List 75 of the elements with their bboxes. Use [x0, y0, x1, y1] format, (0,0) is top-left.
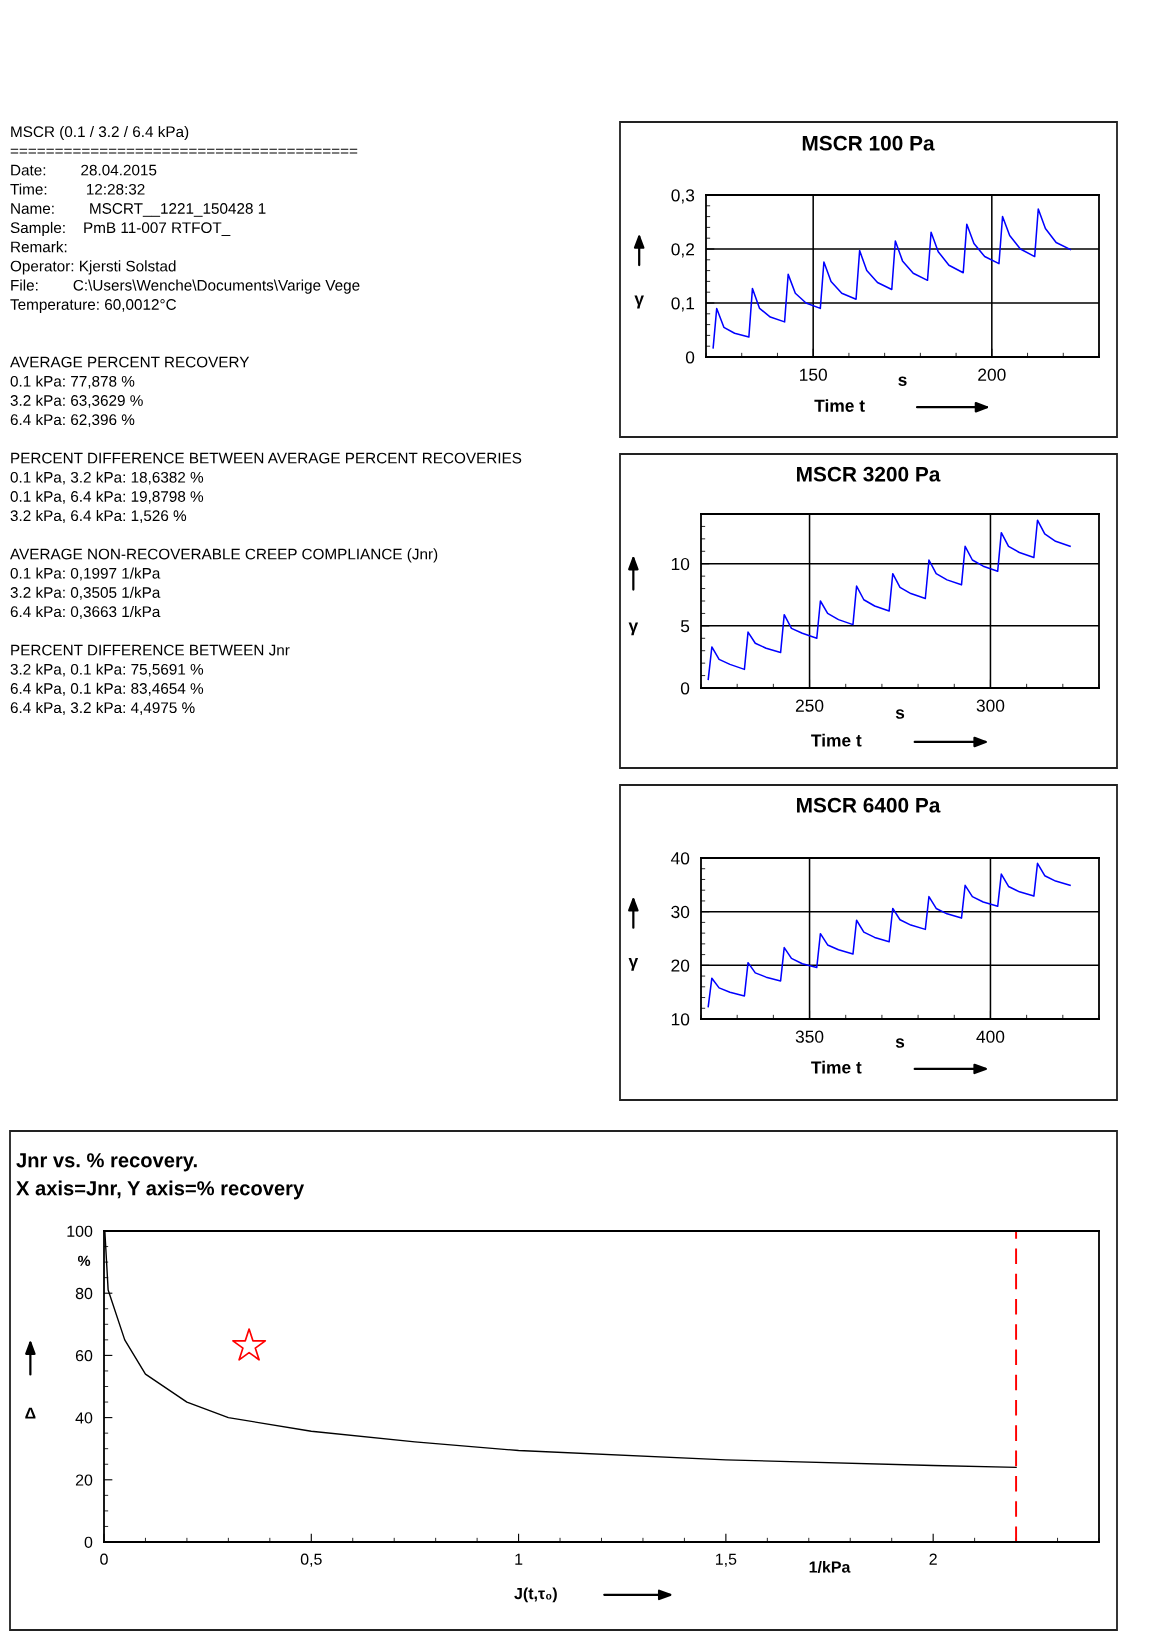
text: AVERAGE PERCENT RECOVERY: [10, 356, 250, 368]
chart-title: Jnr vs. % recovery.: [16, 1153, 197, 1172]
text: 0.1 kPa, 6.4 kPa: 19,8798 %: [10, 490, 204, 504]
text: AVERAGE NON-RECOVERABLE CREEP COMPLIANCE (Jnr): [10, 548, 438, 563]
chart-title: MSCR 3200 Pa: [797, 466, 941, 482]
y-tick-label: 10: [671, 557, 690, 571]
text: Sample: PmB 11-007 RTFOT_: [10, 221, 231, 237]
y-tick-label: 30: [671, 905, 690, 919]
x-tick-label: 350: [795, 1030, 824, 1043]
x-axis-title: Time t: [811, 1060, 862, 1074]
text: Name: MSCRT__1221_150428 1: [11, 203, 266, 217]
y-tick-label: 0: [84, 1536, 93, 1548]
text: 3.2 kPa, 0.1 kPa: 75,5691 %: [10, 663, 204, 677]
text: Date: 28.04.2015: [11, 164, 157, 176]
y-tick-label: 20: [75, 1474, 93, 1486]
text: 6.4 kPa: 62,396 %: [10, 413, 135, 427]
line-series: [707, 862, 1071, 1008]
text: s: [898, 376, 907, 386]
text: %: [77, 1255, 91, 1266]
text: File: C:\Users\Wenche\Documents\Varige Vege: [11, 279, 360, 294]
y-tick-label: 5: [680, 620, 690, 633]
y-tick-label: 20: [671, 959, 690, 972]
y-tick-label: 60: [75, 1350, 93, 1362]
y-tick-label: 80: [75, 1287, 93, 1300]
chart-title: MSCR 100 Pa: [802, 135, 935, 151]
text: Temperature: 60,0012°C: [10, 299, 177, 313]
x-axis-title: J(t,τ₀): [514, 1587, 557, 1603]
x-tick-label: 150: [800, 368, 827, 381]
x-tick-label: 250: [795, 699, 824, 712]
y-axis-title: γ: [628, 957, 639, 971]
y-tick-label: 0: [680, 682, 690, 695]
y-axis-title: γ: [628, 622, 639, 636]
text: 3.2 kPa: 0,3505 1/kPa: [10, 586, 161, 600]
text: Operator: Kjersti Solstad: [10, 260, 176, 275]
x-tick-label: 2: [929, 1553, 937, 1565]
text: Remark:: [11, 241, 67, 253]
x-tick-label: 1: [515, 1553, 523, 1565]
text: 0.1 kPa: 77,878 %: [10, 375, 135, 389]
y-axis-title: Δ: [25, 1407, 36, 1419]
x-tick-label: 0,5: [300, 1553, 322, 1567]
chart-subtitle: X axis=Jnr, Y axis=% recovery: [16, 1180, 305, 1200]
text: 3.2 kPa: 63,3629 %: [10, 394, 143, 408]
x-tick-label: 0: [100, 1553, 108, 1565]
text: 1/kPa: [809, 1560, 851, 1573]
text: 3.2 kPa, 6.4 kPa: 1,526 %: [10, 509, 187, 523]
x-tick-label: 300: [976, 699, 1005, 712]
text: 0.1 kPa: 0,1997 1/kPa: [10, 567, 161, 581]
text: PERCENT DIFFERENCE BETWEEN Jnr: [11, 644, 290, 656]
y-tick-label: 10: [671, 1013, 690, 1026]
text: 6.4 kPa, 0.1 kPa: 83,4654 %: [10, 682, 204, 696]
text: Time: 12:28:32: [10, 183, 145, 195]
text: =======================================: [10, 148, 358, 154]
y-axis-title: γ: [634, 295, 644, 309]
text: 0.1 kPa, 3.2 kPa: 18,6382 %: [10, 471, 204, 485]
x-tick-label: 400: [976, 1030, 1005, 1043]
x-tick-label: 1,5: [715, 1553, 737, 1567]
line-series: [712, 208, 1072, 349]
text: s: [895, 709, 905, 719]
x-tick-label: 200: [978, 368, 1006, 381]
text: 6.4 kPa: 0,3663 1/kPa: [10, 605, 161, 619]
text: s: [895, 1038, 905, 1048]
line-series: [707, 519, 1071, 681]
y-tick-label: 100: [67, 1225, 93, 1237]
chart-title: MSCR 6400 Pa: [797, 797, 941, 813]
y-tick-label: 0,3: [671, 189, 695, 204]
x-axis-title: Time t: [814, 399, 865, 412]
text: PERCENT DIFFERENCE BETWEEN AVERAGE PERCENT RECOVERIES: [11, 452, 522, 464]
y-tick-label: 0,2: [671, 243, 695, 258]
text: 6.4 kPa, 3.2 kPa: 4,4975 %: [10, 701, 195, 715]
y-tick-label: 40: [75, 1412, 93, 1424]
y-tick-label: 0: [685, 351, 695, 364]
y-tick-label: 40: [670, 852, 690, 865]
x-axis-title: Time t: [811, 733, 862, 747]
y-tick-label: 0,1: [671, 297, 695, 312]
text: MSCR (0.1 / 3.2 / 6.4 kPa): [11, 125, 189, 141]
